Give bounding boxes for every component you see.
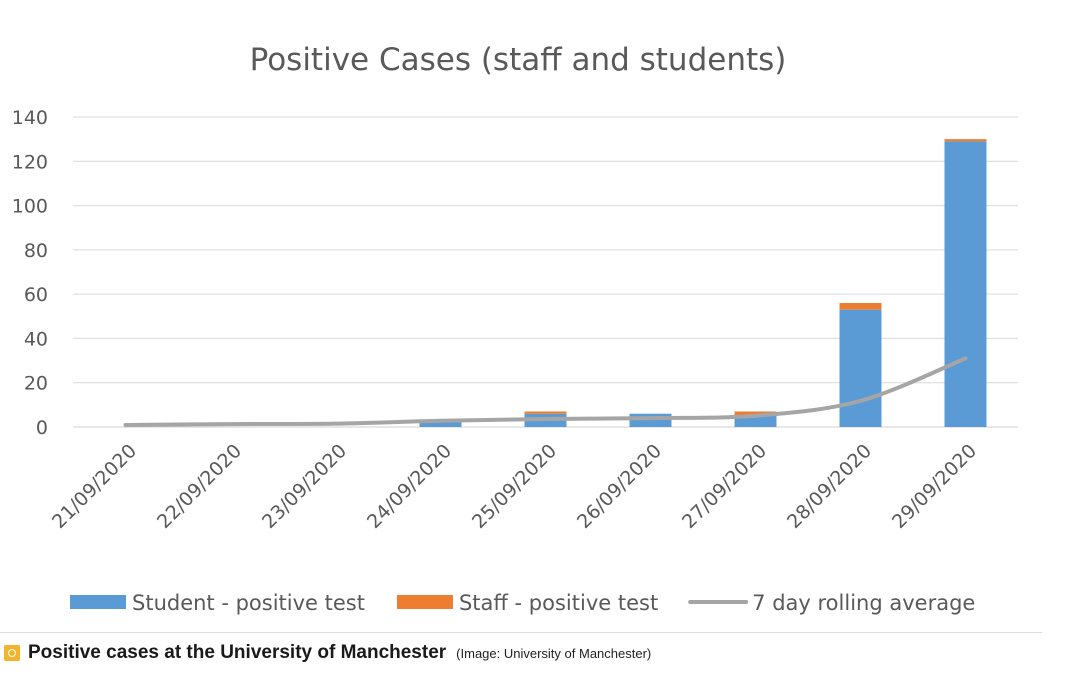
caption-divider [0,632,1042,633]
y-tick-label: 100 [12,196,48,218]
y-axis: 0 20 40 60 80 100 120 140 [12,107,48,439]
bar-segment [944,141,987,427]
bar-segment [734,415,777,427]
grid-lines [73,116,1018,428]
y-tick-label: 120 [12,151,48,173]
legend-label: 7 day rolling average [752,591,975,615]
y-tick-label: 40 [24,328,48,350]
bar-segment [839,303,882,310]
x-tick-label: 27/09/2020 [678,440,771,533]
x-axis: 21/09/2020 22/09/2020 23/09/2020 24/09/2020… [48,440,981,533]
y-tick-label: 0 [36,417,48,439]
rolling-average-line-group [123,356,968,428]
legend-label: Staff - positive test [459,591,658,615]
legend-label: Student - positive test [132,591,365,615]
y-tick-label: 140 [12,107,48,129]
camera-icon [4,645,20,661]
bars [419,139,987,427]
bar-segment [839,309,882,427]
x-tick-label: 28/09/2020 [783,440,876,533]
legend-swatch [70,595,126,609]
bar-segment [524,411,567,414]
x-tick-label: 26/09/2020 [573,440,666,533]
caption: Positive cases at the University of Manc… [4,640,651,666]
x-tick-label: 24/09/2020 [363,440,456,533]
caption-text: Positive cases at the University of Manc… [28,642,447,663]
caption-credit: (Image: University of Manchester) [456,645,652,661]
chart-svg: Positive Cases (staff and students) 0 20 4… [12,42,1018,615]
x-tick-label: 25/09/2020 [468,440,561,533]
legend-swatch [396,595,453,609]
bar-segment [419,420,462,427]
chart-title: Positive Cases (staff and students) [250,42,787,78]
y-tick-label: 60 [24,284,48,306]
x-tick-label: 22/09/2020 [153,440,246,533]
legend: Student - positive test Staff - positive … [70,591,975,615]
x-tick-label: 21/09/2020 [48,440,141,533]
rolling-average-line [123,356,968,428]
bar-segment [944,139,987,142]
bar-segment [629,413,672,427]
chart-figure: Positive Cases (staff and students) 0 20 4… [12,42,1018,615]
y-tick-label: 20 [24,373,48,395]
y-tick-label: 80 [24,240,48,262]
x-tick-label: 23/09/2020 [258,440,351,533]
x-tick-label: 29/09/2020 [888,440,981,533]
